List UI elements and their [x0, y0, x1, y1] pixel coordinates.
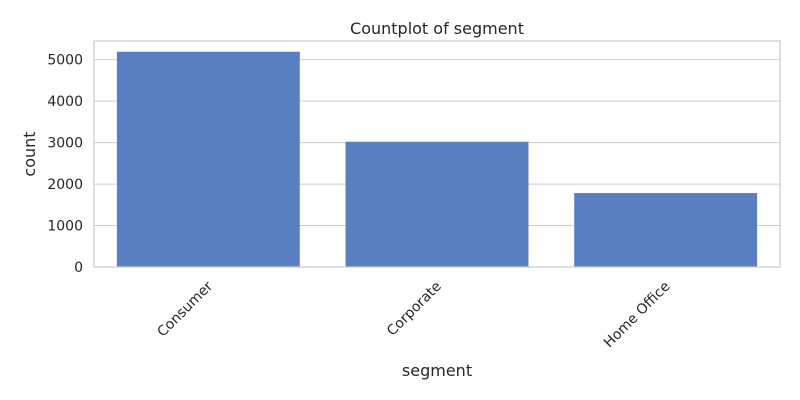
- x-tick-labels: Consumer Corporate Home Office: [154, 278, 673, 351]
- y-tick-label: 3000: [47, 136, 83, 152]
- x-axis-label: segment: [402, 361, 472, 380]
- bar-home-office: [574, 193, 758, 267]
- x-tick-label: Home Office: [601, 279, 674, 352]
- y-tick-label: 0: [74, 260, 83, 276]
- y-tick-label: 4000: [47, 94, 83, 110]
- y-tick-label: 5000: [47, 53, 83, 69]
- y-tick-label: 1000: [47, 219, 83, 235]
- plot-frame: [93, 40, 781, 268]
- bar-consumer: [116, 51, 300, 267]
- y-axis-label: count: [20, 131, 39, 176]
- y-tick-label: 2000: [47, 177, 83, 193]
- chart-title: Countplot of segment: [350, 19, 524, 38]
- x-tick-label: Consumer: [154, 278, 216, 340]
- y-tick-labels: 0 1000 2000 3000 4000 5000: [47, 53, 83, 276]
- bars: [116, 51, 758, 267]
- bar-corporate: [345, 141, 529, 267]
- x-tick-label: Corporate: [384, 279, 445, 340]
